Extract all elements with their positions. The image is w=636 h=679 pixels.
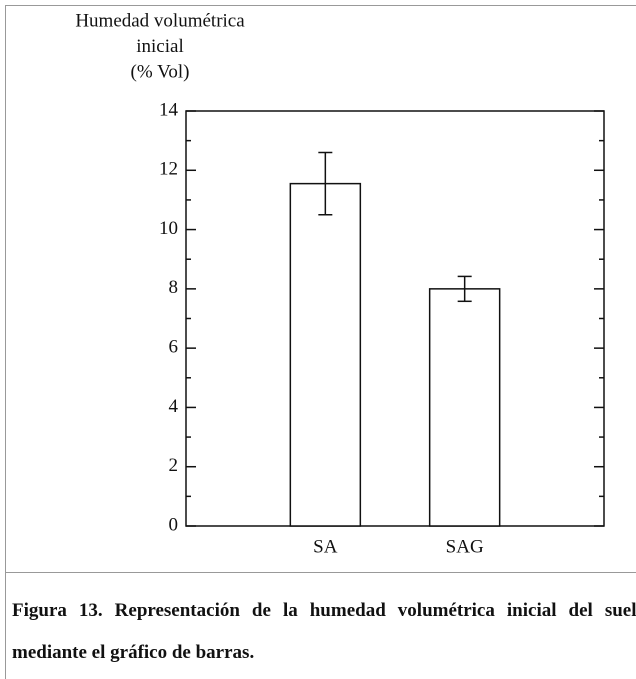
- y-axis-label: Humedad volumétrica: [75, 10, 245, 31]
- chart: Humedad volumétrica inicial (% Vol) 0 2 4 6 8 10…: [75, 10, 605, 557]
- plot-frame: [185, 110, 605, 527]
- y-tick-label: 6: [169, 337, 179, 358]
- y-tick-label: 10: [159, 218, 178, 239]
- y-tick-label: 8: [169, 277, 179, 298]
- y-tick-label: 12: [159, 159, 178, 180]
- x-tick-label: SAG: [446, 536, 484, 557]
- caption: Figura 13. Representación de la humedad …: [12, 600, 636, 663]
- bar: [289, 182, 362, 527]
- y-axis-label: (% Vol): [131, 61, 190, 82]
- bar: [428, 288, 501, 527]
- y-tick-label: 14: [159, 99, 179, 120]
- y-axis-label: inicial: [136, 36, 183, 57]
- y-tick-label: 4: [169, 396, 179, 417]
- separator: [5, 572, 636, 573]
- y-tick-label: 0: [169, 514, 179, 535]
- y-tick-label: 2: [169, 455, 179, 476]
- x-tick-label: SA: [313, 536, 338, 557]
- frame: [5, 5, 636, 679]
